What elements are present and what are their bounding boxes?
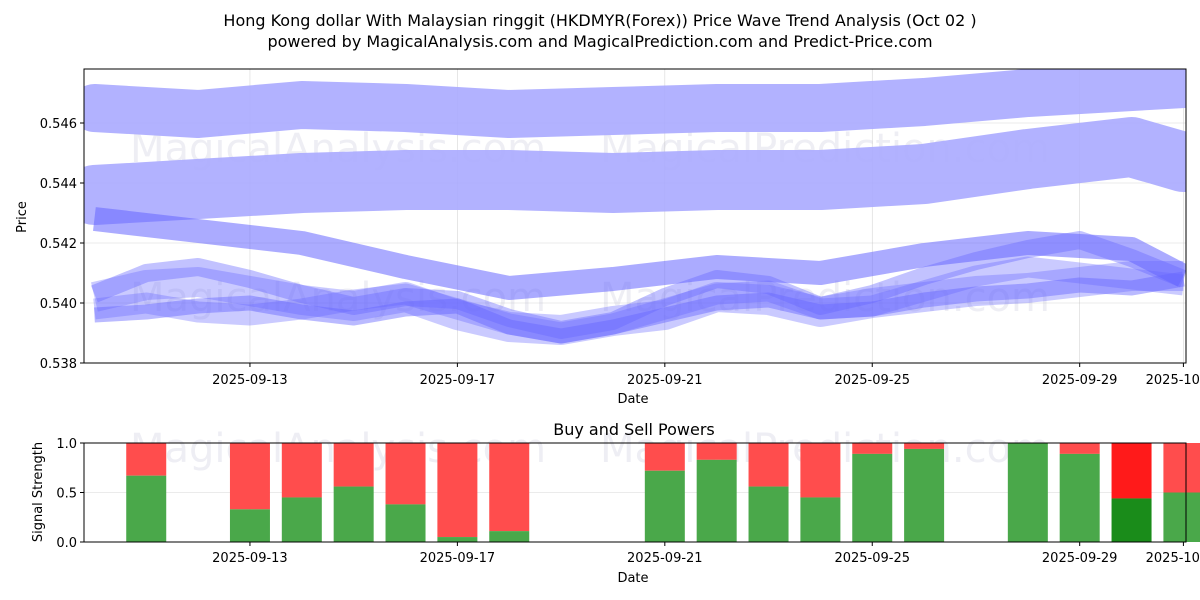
buy-sell-x-axis-label: Date [617, 571, 648, 586]
price-wave-series [93, 207, 1186, 300]
price-wave-series [84, 117, 1186, 225]
sell-power-bar [1059, 443, 1100, 454]
price-y-tick-label: 0.546 [40, 117, 77, 132]
sell-power-bar [385, 443, 426, 505]
buy-power-bar [644, 470, 685, 542]
sell-power-bar [748, 443, 789, 487]
price-y-tick-label: 0.542 [40, 237, 77, 252]
buy-sell-y-tick-label: 0.0 [56, 536, 77, 551]
buy-power-bar [489, 531, 530, 542]
price-wave-layer [84, 69, 1186, 345]
buy-power-bar [1163, 492, 1200, 542]
buy-power-bar [437, 537, 478, 542]
buy-power-bar [696, 459, 737, 542]
sell-power-bar [696, 443, 737, 460]
chart-title-line-2: powered by MagicalAnalysis.com and Magic… [267, 32, 932, 51]
price-y-tick-label: 0.538 [40, 357, 77, 372]
price-plot: MagicalAnalysis.com MagicalPrediction.com… [40, 68, 1200, 388]
price-x-axis-label: Date [617, 392, 648, 407]
buy-power-bar [1111, 498, 1152, 542]
sell-power-bar [489, 443, 530, 532]
buy-sell-title: Buy and Sell Powers [553, 420, 715, 439]
price-x-tick-label: 2025-09-13 [212, 373, 288, 388]
buy-sell-x-tick-label: 2025-09-13 [212, 551, 288, 566]
price-y-axis-label: Price [15, 201, 30, 233]
buy-sell-y-tick-label: 1.0 [56, 437, 77, 452]
buy-power-bar [904, 448, 945, 542]
buy-sell-x-tick-label: 2025-09-29 [1042, 551, 1118, 566]
buy-power-bar [126, 475, 167, 542]
buy-power-bar [1007, 443, 1048, 542]
sell-power-bar [281, 443, 322, 498]
price-x-tick-label: 2025-09-29 [1042, 373, 1118, 388]
sell-power-bar [333, 443, 374, 487]
buy-power-bar [852, 453, 893, 542]
price-wave-series [93, 256, 1185, 344]
sell-power-bar [644, 443, 685, 471]
sell-power-bar [437, 443, 478, 538]
price-wave-series [84, 69, 1186, 138]
buy-power-bar [748, 486, 789, 542]
buy-power-bar [281, 497, 322, 542]
sell-power-bar [1111, 443, 1152, 499]
sell-power-bar [904, 443, 945, 449]
buy-power-bar [800, 497, 841, 542]
sell-power-bar [1163, 443, 1200, 493]
buy-power-bar [1059, 453, 1100, 542]
buy-sell-x-tick-label: 2025-10-01 [1146, 551, 1200, 566]
buy-sell-x-tick-label: 2025-09-21 [627, 551, 703, 566]
chart-title-line-1: Hong Kong dollar With Malaysian ringgit … [223, 11, 976, 30]
price-y-tick-label: 0.544 [40, 177, 77, 192]
sell-power-bar [852, 443, 893, 454]
buy-sell-x-tick-label: 2025-09-17 [420, 551, 496, 566]
buy-sell-y-axis-label: Signal Strength [31, 442, 46, 542]
buy-sell-y-tick-label: 0.5 [56, 487, 77, 502]
price-wave-series [91, 261, 1184, 345]
price-wave-series [91, 231, 1186, 339]
price-x-tick-label: 2025-09-17 [420, 373, 496, 388]
sell-power-bar [229, 443, 270, 510]
price-x-tick-label: 2025-09-21 [627, 373, 703, 388]
buy-sell-x-tick-label: 2025-09-25 [834, 551, 910, 566]
buy-power-bar [333, 486, 374, 542]
price-y-tick-label: 0.540 [40, 297, 77, 312]
price-x-tick-label: 2025-10-01 [1146, 373, 1200, 388]
price-x-tick-label: 2025-09-25 [834, 373, 910, 388]
price-plot-frame [83, 68, 1187, 364]
sell-power-bar [800, 443, 841, 498]
buy-power-bar [385, 504, 426, 542]
buy-power-bar [229, 509, 270, 542]
buy-sell-plot: MagicalAnalysis.comMagicalPrediction.com… [56, 426, 1200, 566]
sell-power-bar [126, 443, 167, 476]
price-wave-series [93, 271, 1185, 344]
